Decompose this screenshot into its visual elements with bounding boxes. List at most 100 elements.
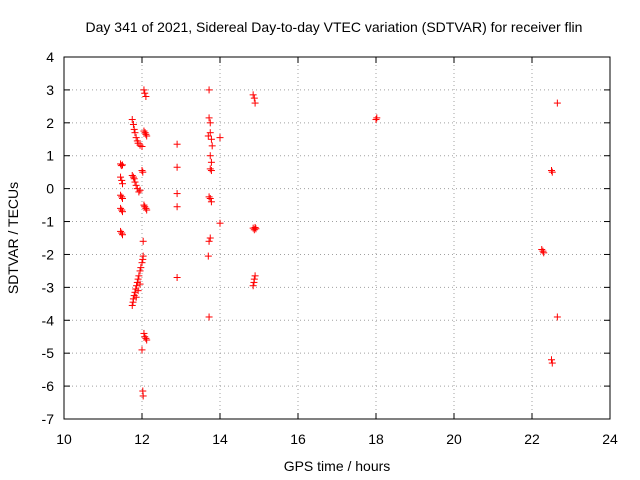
data-point xyxy=(132,293,140,301)
data-point xyxy=(553,99,561,107)
data-point xyxy=(205,237,213,245)
data-point xyxy=(553,313,561,321)
data-point xyxy=(548,167,555,175)
data-point xyxy=(139,392,147,400)
data-point xyxy=(205,313,213,321)
data-point xyxy=(206,119,214,127)
data-point xyxy=(251,272,259,280)
x-tick-label: 10 xyxy=(56,431,72,447)
data-point xyxy=(540,249,548,257)
data-point xyxy=(140,329,148,337)
data-point xyxy=(130,175,138,183)
y-tick-label: -3 xyxy=(42,279,55,295)
data-point xyxy=(135,272,143,280)
data-point xyxy=(118,229,126,237)
data-point xyxy=(133,282,141,290)
data-point xyxy=(143,336,151,344)
x-tick-label: 14 xyxy=(212,431,228,447)
x-tick-label: 18 xyxy=(368,431,384,447)
data-point xyxy=(249,91,257,99)
data-point xyxy=(251,223,259,231)
data-point xyxy=(139,252,147,260)
data-point xyxy=(141,89,149,97)
data-point xyxy=(119,195,126,203)
data-point xyxy=(119,161,126,169)
data-point xyxy=(136,280,144,288)
data-point xyxy=(138,167,146,175)
data-point xyxy=(250,94,258,102)
data-point xyxy=(130,125,138,133)
y-tick-label: 2 xyxy=(46,115,54,131)
data-point xyxy=(206,152,214,160)
data-point xyxy=(207,158,215,166)
data-point xyxy=(132,181,140,189)
data-point xyxy=(173,203,181,211)
data-point xyxy=(250,278,258,286)
y-tick-label: -5 xyxy=(42,345,55,361)
data-point xyxy=(134,287,142,295)
data-point xyxy=(548,359,556,367)
y-axis-label: SDTVAR / TECUs xyxy=(5,182,21,294)
data-point xyxy=(205,193,213,201)
data-point xyxy=(373,114,381,122)
data-point xyxy=(119,231,126,239)
data-point xyxy=(118,206,126,214)
data-point xyxy=(205,114,213,122)
data-point xyxy=(173,140,181,148)
data-point xyxy=(136,267,144,275)
data-point xyxy=(143,206,151,214)
data-point xyxy=(173,190,181,198)
y-tick-label: 3 xyxy=(46,82,54,98)
data-point xyxy=(138,346,146,354)
data-point xyxy=(131,288,139,296)
data-point xyxy=(129,173,137,181)
y-tick-label: -2 xyxy=(42,246,55,262)
x-tick-label: 16 xyxy=(290,431,306,447)
data-point xyxy=(136,186,144,194)
data-point xyxy=(249,282,257,290)
y-tick-label: -1 xyxy=(42,214,55,230)
y-tick-label: -4 xyxy=(42,312,55,328)
data-point xyxy=(131,129,139,137)
data-point xyxy=(252,225,260,233)
data-point xyxy=(216,134,224,142)
data-point xyxy=(372,116,380,124)
data-point xyxy=(142,334,150,342)
data-point xyxy=(135,188,143,196)
x-tick-label: 22 xyxy=(524,431,540,447)
data-point xyxy=(128,301,136,309)
plot-frame xyxy=(63,56,611,420)
data-point xyxy=(207,135,215,143)
data-point xyxy=(139,168,147,176)
data-point xyxy=(140,86,148,94)
data-point xyxy=(216,219,224,227)
data-point xyxy=(132,134,140,142)
data-point xyxy=(205,86,213,94)
y-tick-label: 1 xyxy=(46,148,54,164)
data-point xyxy=(207,167,215,175)
data-point xyxy=(539,247,547,255)
data-point xyxy=(206,165,214,173)
x-tick-label: 20 xyxy=(446,431,462,447)
data-point xyxy=(548,168,556,176)
data-point xyxy=(129,120,137,128)
chart-title: Day 341 of 2021, Sidereal Day-to-day VTE… xyxy=(86,19,583,35)
data-point xyxy=(137,264,145,272)
y-tick-label: 4 xyxy=(46,49,54,65)
data-point xyxy=(142,92,150,100)
data-point xyxy=(142,204,150,212)
data-point xyxy=(548,356,555,364)
data-point xyxy=(206,234,214,242)
y-tick-label: 0 xyxy=(46,181,54,197)
data-point xyxy=(117,162,125,170)
data-point xyxy=(139,237,147,245)
data-point xyxy=(143,132,151,140)
x-tick-label: 12 xyxy=(134,431,150,447)
data-point xyxy=(138,259,146,267)
data-point xyxy=(117,173,125,181)
data-point xyxy=(119,208,126,216)
data-point xyxy=(204,252,212,260)
data-point xyxy=(173,163,181,171)
data-point xyxy=(128,116,136,124)
